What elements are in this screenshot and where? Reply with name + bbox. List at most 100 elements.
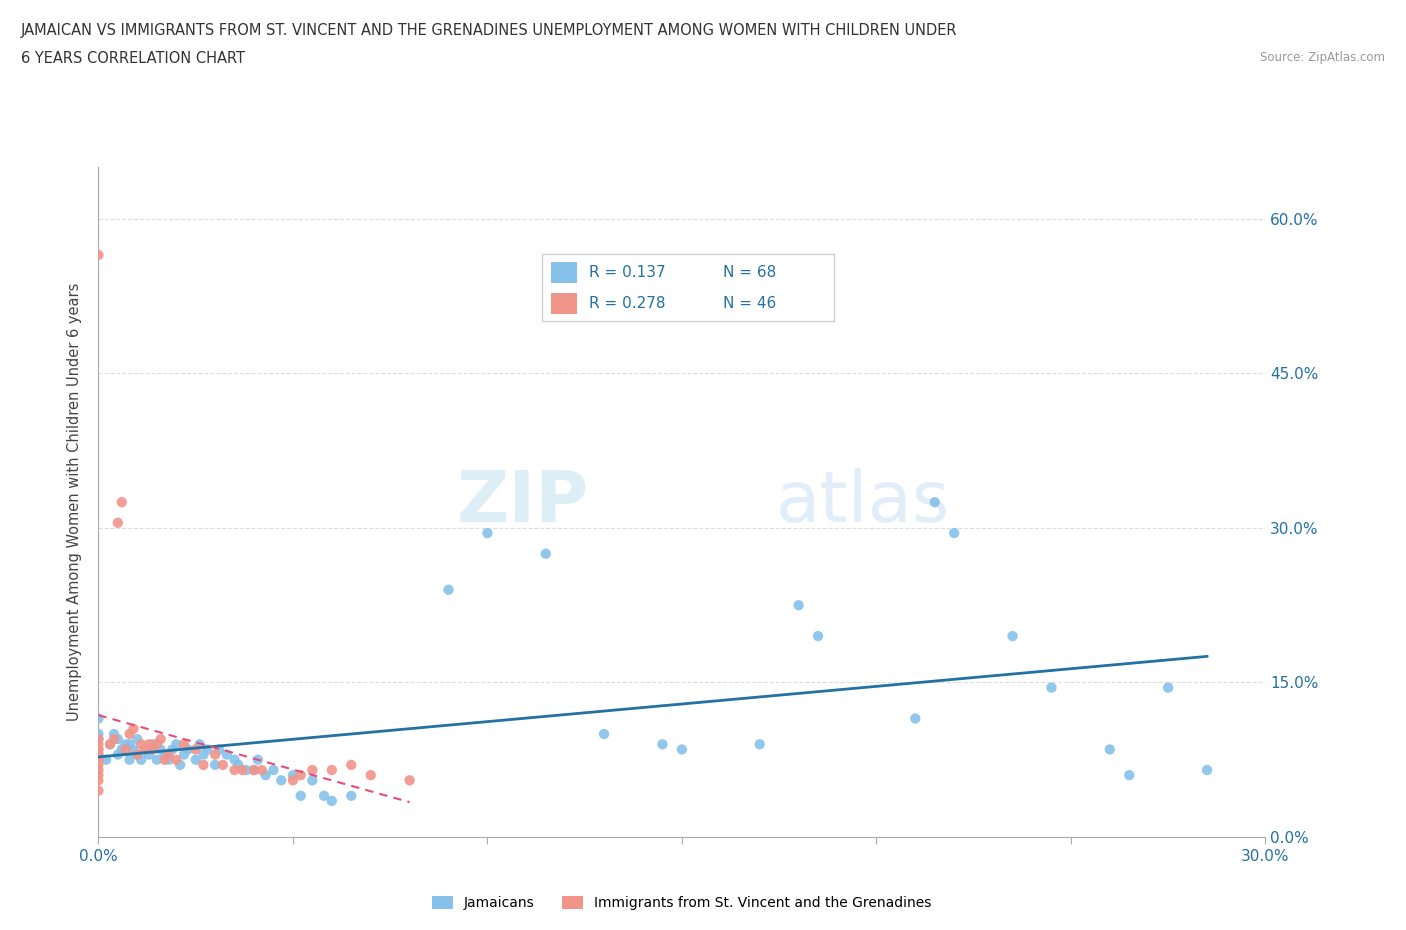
Point: [138, 747, 160, 762]
Point: [87, 757, 110, 772]
Point: [262, 763, 284, 777]
Y-axis label: Unemployment Among Women with Children Under 6 years: Unemployment Among Women with Children U…: [67, 283, 83, 722]
Point: [142, 742, 165, 757]
Point: [193, 757, 215, 772]
Point: [96, 752, 118, 767]
Point: [165, 737, 187, 751]
Point: [87, 773, 110, 788]
Point: [127, 732, 149, 747]
Point: [301, 773, 323, 788]
Point: [1157, 680, 1180, 695]
Point: [246, 752, 269, 767]
Point: [173, 747, 195, 762]
Point: [340, 789, 363, 804]
Point: [127, 747, 149, 762]
Point: [157, 752, 180, 767]
Point: [87, 737, 110, 751]
Point: [122, 722, 145, 737]
Point: [87, 247, 110, 262]
Point: [87, 711, 110, 726]
Point: [173, 737, 195, 751]
Point: [122, 742, 145, 757]
Point: [177, 742, 200, 757]
Point: [118, 726, 141, 741]
Point: [87, 747, 110, 762]
Point: [671, 742, 693, 757]
Point: [87, 747, 110, 762]
Point: [254, 768, 277, 783]
Point: [195, 742, 218, 757]
Point: [87, 732, 110, 747]
Point: [142, 737, 165, 751]
Point: [321, 763, 343, 777]
Point: [208, 742, 231, 757]
Text: JAMAICAN VS IMMIGRANTS FROM ST. VINCENT AND THE GRENADINES UNEMPLOYMENT AMONG WO: JAMAICAN VS IMMIGRANTS FROM ST. VINCENT …: [21, 23, 957, 38]
Point: [787, 598, 810, 613]
Point: [943, 525, 966, 540]
Point: [87, 726, 110, 741]
Point: [87, 742, 110, 757]
FancyBboxPatch shape: [551, 262, 576, 284]
Point: [87, 742, 110, 757]
Point: [1195, 763, 1218, 777]
Point: [146, 737, 169, 751]
Point: [224, 752, 246, 767]
Point: [290, 789, 312, 804]
Point: [107, 515, 129, 530]
Point: [748, 737, 770, 751]
Point: [103, 732, 125, 747]
Point: [321, 793, 343, 808]
Text: 6 YEARS CORRELATION CHART: 6 YEARS CORRELATION CHART: [21, 51, 245, 66]
Text: N = 46: N = 46: [723, 296, 776, 311]
Point: [250, 763, 273, 777]
Point: [904, 711, 927, 726]
Point: [111, 742, 134, 757]
Point: [107, 747, 129, 762]
Point: [231, 763, 253, 777]
Point: [153, 752, 176, 767]
Point: [224, 763, 246, 777]
Point: [593, 726, 616, 741]
Point: [1118, 768, 1140, 783]
Point: [290, 768, 312, 783]
Point: [103, 726, 125, 741]
Point: [157, 747, 180, 762]
Point: [437, 582, 460, 597]
Point: [204, 757, 226, 772]
Point: [134, 742, 156, 757]
Point: [534, 546, 557, 561]
Point: [215, 747, 238, 762]
Point: [228, 757, 250, 772]
Point: [243, 763, 266, 777]
Point: [87, 752, 110, 767]
Point: [212, 757, 235, 772]
Point: [281, 773, 304, 788]
Text: Source: ZipAtlas.com: Source: ZipAtlas.com: [1260, 51, 1385, 64]
Text: R = 0.137: R = 0.137: [589, 265, 665, 280]
Point: [111, 495, 134, 510]
Point: [184, 752, 207, 767]
FancyBboxPatch shape: [551, 293, 576, 314]
Point: [243, 763, 266, 777]
Point: [87, 732, 110, 747]
Point: [235, 763, 257, 777]
Point: [1001, 629, 1024, 644]
Point: [398, 773, 420, 788]
Text: R = 0.278: R = 0.278: [589, 296, 665, 311]
Point: [87, 768, 110, 783]
Point: [301, 763, 323, 777]
Point: [118, 737, 141, 751]
Point: [1040, 680, 1063, 695]
Point: [98, 737, 121, 751]
Point: [169, 757, 191, 772]
Point: [149, 742, 172, 757]
Point: [204, 747, 226, 762]
Point: [129, 752, 152, 767]
Point: [87, 763, 110, 777]
Point: [193, 747, 215, 762]
Point: [651, 737, 673, 751]
Point: [162, 742, 184, 757]
Point: [87, 752, 110, 767]
Point: [153, 747, 176, 762]
Point: [1098, 742, 1121, 757]
